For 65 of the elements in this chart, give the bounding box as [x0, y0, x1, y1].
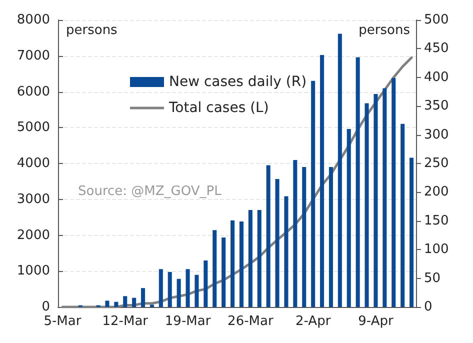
y-tick-label: 5000 [16, 120, 50, 136]
bar [132, 298, 136, 307]
bar [266, 165, 270, 307]
x-tick-label: 5-Mar [44, 314, 82, 329]
bar [346, 129, 351, 307]
y2-tick-label: 150 [424, 213, 449, 228]
bar [186, 269, 190, 307]
legend-label: Total cases (L) [168, 100, 269, 116]
y-axis-title: persons [66, 23, 118, 38]
bar [194, 274, 199, 307]
bar [356, 57, 360, 307]
bar [230, 220, 235, 307]
y2-tick-label: 200 [424, 184, 449, 200]
bar [275, 179, 280, 307]
y-tick-label: 8000 [16, 12, 50, 28]
legend-label: New cases daily (R) [169, 74, 307, 90]
bar [168, 272, 172, 307]
bar [239, 221, 244, 307]
bar [105, 300, 110, 307]
y2-tick-label: 50 [424, 270, 441, 286]
y2-axis-title: persons [358, 23, 410, 38]
y2-tick-label: 0 [424, 300, 432, 314]
bar [114, 302, 118, 307]
y-tick-label: 7000 [16, 48, 50, 64]
bar [158, 269, 163, 307]
bar [320, 55, 324, 307]
bar [392, 78, 396, 307]
bar [338, 34, 342, 307]
x-tick-label: 2-Apr [295, 314, 332, 329]
y2-tick-label: 350 [424, 98, 449, 114]
y2-tick-label: 100 [424, 242, 449, 258]
y-tick-label: 3000 [16, 192, 50, 207]
bar [204, 260, 208, 307]
bar [284, 196, 288, 307]
bar [374, 94, 378, 307]
bar [410, 158, 414, 307]
x-tick-label: 26-Mar [228, 314, 274, 329]
y-tick-label: 4000 [16, 156, 50, 171]
y2-tick-label: 250 [424, 156, 449, 171]
bar [382, 88, 387, 307]
bar [328, 166, 333, 307]
bar [212, 230, 217, 307]
y2-tick-label: 450 [424, 41, 449, 56]
annotation: Source: @MZ_GOV_PL [78, 184, 222, 199]
y-tick-label: 0 [42, 300, 50, 314]
bar [311, 80, 316, 307]
bar [176, 278, 181, 307]
y2-tick-label: 300 [424, 127, 449, 142]
y-tick-label: 2000 [16, 228, 50, 243]
bar [123, 296, 128, 307]
x-tick-label: 19-Mar [164, 314, 212, 329]
x-tick-label: 9-Apr [358, 314, 394, 329]
bar [141, 288, 146, 307]
bar [302, 166, 306, 307]
bar [364, 103, 369, 307]
bar [400, 124, 405, 307]
bar [248, 210, 252, 307]
y2-tick-label: 400 [424, 70, 449, 85]
bar [293, 160, 298, 307]
y2-tick-label: 500 [424, 12, 449, 28]
bar [257, 210, 262, 307]
bar [222, 238, 226, 307]
y-tick-label: 1000 [16, 264, 50, 279]
y-tick-label: 6000 [16, 84, 50, 100]
x-tick-label: 12-Mar [102, 314, 149, 329]
